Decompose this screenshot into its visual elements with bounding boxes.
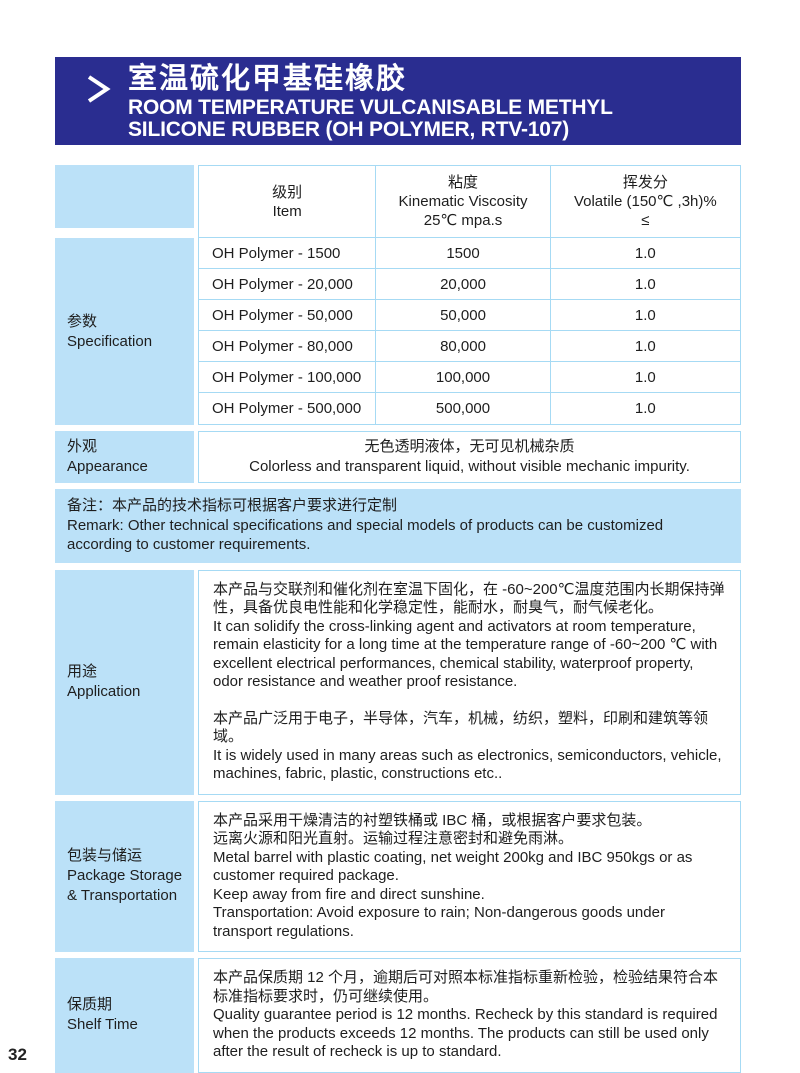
- application-label: 用途 Application: [55, 569, 194, 795]
- table-cell-item: OH Polymer - 50,000: [199, 300, 377, 331]
- application-para1-en: It can solidify the cross-linking agent …: [213, 617, 718, 691]
- specification-label-column: 参数 Specification: [55, 165, 194, 425]
- table-cell-volatile: 1.0: [634, 400, 656, 417]
- application-para1-zh: 本产品与交联剂和催化剂在室温下固化，在 -60~200℃温度范围内长期保持弹性，…: [213, 580, 725, 617]
- shelf-time-label-en: Shelf Time: [67, 1016, 138, 1034]
- package-text: 本产品采用干燥清洁的衬塑铁桶或 IBC 桶，或根据客户要求包装。 远离火源和阳光…: [198, 800, 741, 952]
- table-cell-viscosity: 50,000: [376, 300, 551, 331]
- package-line3-en: Metal barrel with plastic coating, net w…: [213, 848, 693, 885]
- package-label: 包装与储运 Package Storage & Transportation: [55, 800, 194, 952]
- appearance-section: 外观 Appearance 无色透明液体，无可见机械杂质 Colorless a…: [55, 431, 741, 483]
- table-cell-volatile: 1.0: [550, 300, 740, 331]
- application-label-zh: 用途: [67, 663, 98, 680]
- package-line2-zh: 远离火源和阳光直射。运输过程注意密封和避免雨淋。: [213, 830, 574, 847]
- spec-row-label: 参数 Specification: [55, 238, 194, 425]
- table-cell-viscosity: 20,000: [376, 269, 551, 300]
- application-text: 本产品与交联剂和催化剂在室温下固化，在 -60~200℃温度范围内长期保持弹性，…: [198, 569, 741, 795]
- package-label-zh: 包装与储运: [67, 847, 143, 865]
- spec-header-label-cell: [55, 165, 194, 228]
- spec-row-label-en: Specification: [67, 332, 153, 350]
- shelf-time-en: Quality guarantee period is 12 months. R…: [213, 1006, 718, 1060]
- remark-section: 备注：本产品的技术指标可根据客户要求进行定制 Remark: Other tec…: [55, 489, 741, 563]
- application-para2-en: It is widely used in many areas such as …: [213, 746, 722, 783]
- table-cell-item: OH Polymer - 20,000: [199, 269, 377, 300]
- table-cell-volatile: 1.0: [550, 362, 740, 393]
- table-cell-viscosity: 1500: [376, 238, 551, 269]
- appearance-value: 无色透明液体，无可见机械杂质 Colorless and transparent…: [198, 431, 741, 483]
- shelf-time-label: 保质期 Shelf Time: [55, 958, 194, 1073]
- package-line1-zh: 本产品采用干燥清洁的衬塑铁桶或 IBC 桶，或根据客户要求包装。: [213, 811, 652, 829]
- column-header-item-zh: 级别: [272, 183, 303, 201]
- spec-row-label-zh: 参数: [67, 312, 98, 330]
- table-cell-volatile: 1.0: [550, 269, 740, 300]
- column-header-item: 级别 Item: [199, 166, 377, 238]
- column-header-volatile-en: Volatile (150℃ ,3h)%: [573, 193, 717, 210]
- table-cell-viscosity: 80,000: [376, 331, 551, 362]
- specification-section: 参数 Specification 级别 Item 粘度 Kinematic Vi…: [55, 165, 741, 425]
- product-title-en-line1: ROOM TEMPERATURE VULCANISABLE METHYL: [128, 96, 613, 119]
- column-header-viscosity-zh: 粘度: [448, 174, 479, 191]
- shelf-time-section: 保质期 Shelf Time 本产品保质期 12 个月，逾期后可对照本标准指标重…: [55, 958, 741, 1073]
- package-section: 包装与储运 Package Storage & Transportation 本…: [55, 800, 741, 952]
- table-cell-viscosity: 500,000: [376, 393, 551, 424]
- column-header-viscosity-sub: 25℃ mpa.s: [423, 212, 503, 229]
- table-cell-item: OH Polymer - 100,000: [199, 362, 377, 393]
- table-cell-item: OH Polymer - 500,000: [199, 393, 377, 424]
- header-banner: 室温硫化甲基硅橡胶 ROOM TEMPERATURE VULCANISABLE …: [55, 57, 741, 145]
- table-cell-volatile: 1.0: [550, 331, 740, 362]
- column-header-viscosity: 粘度 Kinematic Viscosity 25℃ mpa.s: [376, 166, 551, 238]
- table-cell-viscosity: 100,000: [376, 362, 551, 393]
- column-header-viscosity-en: Kinematic Viscosity: [398, 193, 528, 210]
- column-header-item-en: Item: [272, 202, 302, 220]
- appearance-value-en: Colorless and transparent liquid, withou…: [249, 458, 690, 475]
- package-label-en: Package Storage & Transportation: [67, 867, 183, 905]
- right-chevron-icon: [87, 75, 111, 103]
- appearance-value-zh: 无色透明液体，无可见机械杂质: [364, 438, 575, 455]
- application-section: 用途 Application 本产品与交联剂和催化剂在室温下固化，在 -60~2…: [55, 569, 741, 795]
- product-title-zh: 室温硫化甲基硅橡胶: [128, 63, 408, 95]
- column-header-volatile: 挥发分 Volatile (150℃ ,3h)% ≤: [550, 166, 740, 238]
- column-header-volatile-sub: ≤: [641, 212, 650, 229]
- shelf-time-label-zh: 保质期: [67, 996, 113, 1014]
- table-cell-volatile: 1.0: [550, 238, 740, 269]
- application-label-en: Application: [67, 683, 141, 700]
- banner-text: 室温硫化甲基硅橡胶 ROOM TEMPERATURE VULCANISABLE …: [128, 61, 613, 141]
- table-cell-item: OH Polymer - 80,000: [199, 331, 377, 362]
- remark-zh: 备注：本产品的技术指标可根据客户要求进行定制: [67, 497, 398, 514]
- shelf-time-zh: 本产品保质期 12 个月，逾期后可对照本标准指标重新检验，检验结果符合本标准指标…: [213, 969, 719, 1005]
- shelf-time-text: 本产品保质期 12 个月，逾期后可对照本标准指标重新检验，检验结果符合本标准指标…: [198, 958, 741, 1073]
- appearance-label-zh: 外观: [67, 438, 98, 455]
- page-number: 32: [8, 1045, 27, 1064]
- application-para2-zh: 本产品广泛用于电子，半导体，汽车，机械，纺织，塑料，印刷和建筑等领域。: [213, 709, 709, 746]
- package-line4-en: Keep away from fire and direct sunshine.: [213, 885, 485, 903]
- spec-table: 级别 Item 粘度 Kinematic Viscosity 25℃ mpa.s…: [198, 165, 741, 425]
- package-line5-en: Transportation: Avoid exposure to rain; …: [213, 904, 665, 940]
- appearance-label: 外观 Appearance: [55, 431, 194, 483]
- column-header-volatile-zh: 挥发分: [622, 174, 668, 191]
- table-cell-item: OH Polymer - 1500: [199, 238, 377, 269]
- spec-label-gap: [55, 228, 194, 238]
- appearance-label-en: Appearance: [67, 458, 148, 475]
- remark-en: Remark: Other technical specifications a…: [67, 516, 664, 554]
- product-title-en-line2: SILICONE RUBBER (OH POLYMER, RTV-107): [128, 118, 570, 141]
- datasheet-body: 参数 Specification 级别 Item 粘度 Kinematic Vi…: [55, 165, 741, 1073]
- paragraph-gap: [213, 692, 726, 710]
